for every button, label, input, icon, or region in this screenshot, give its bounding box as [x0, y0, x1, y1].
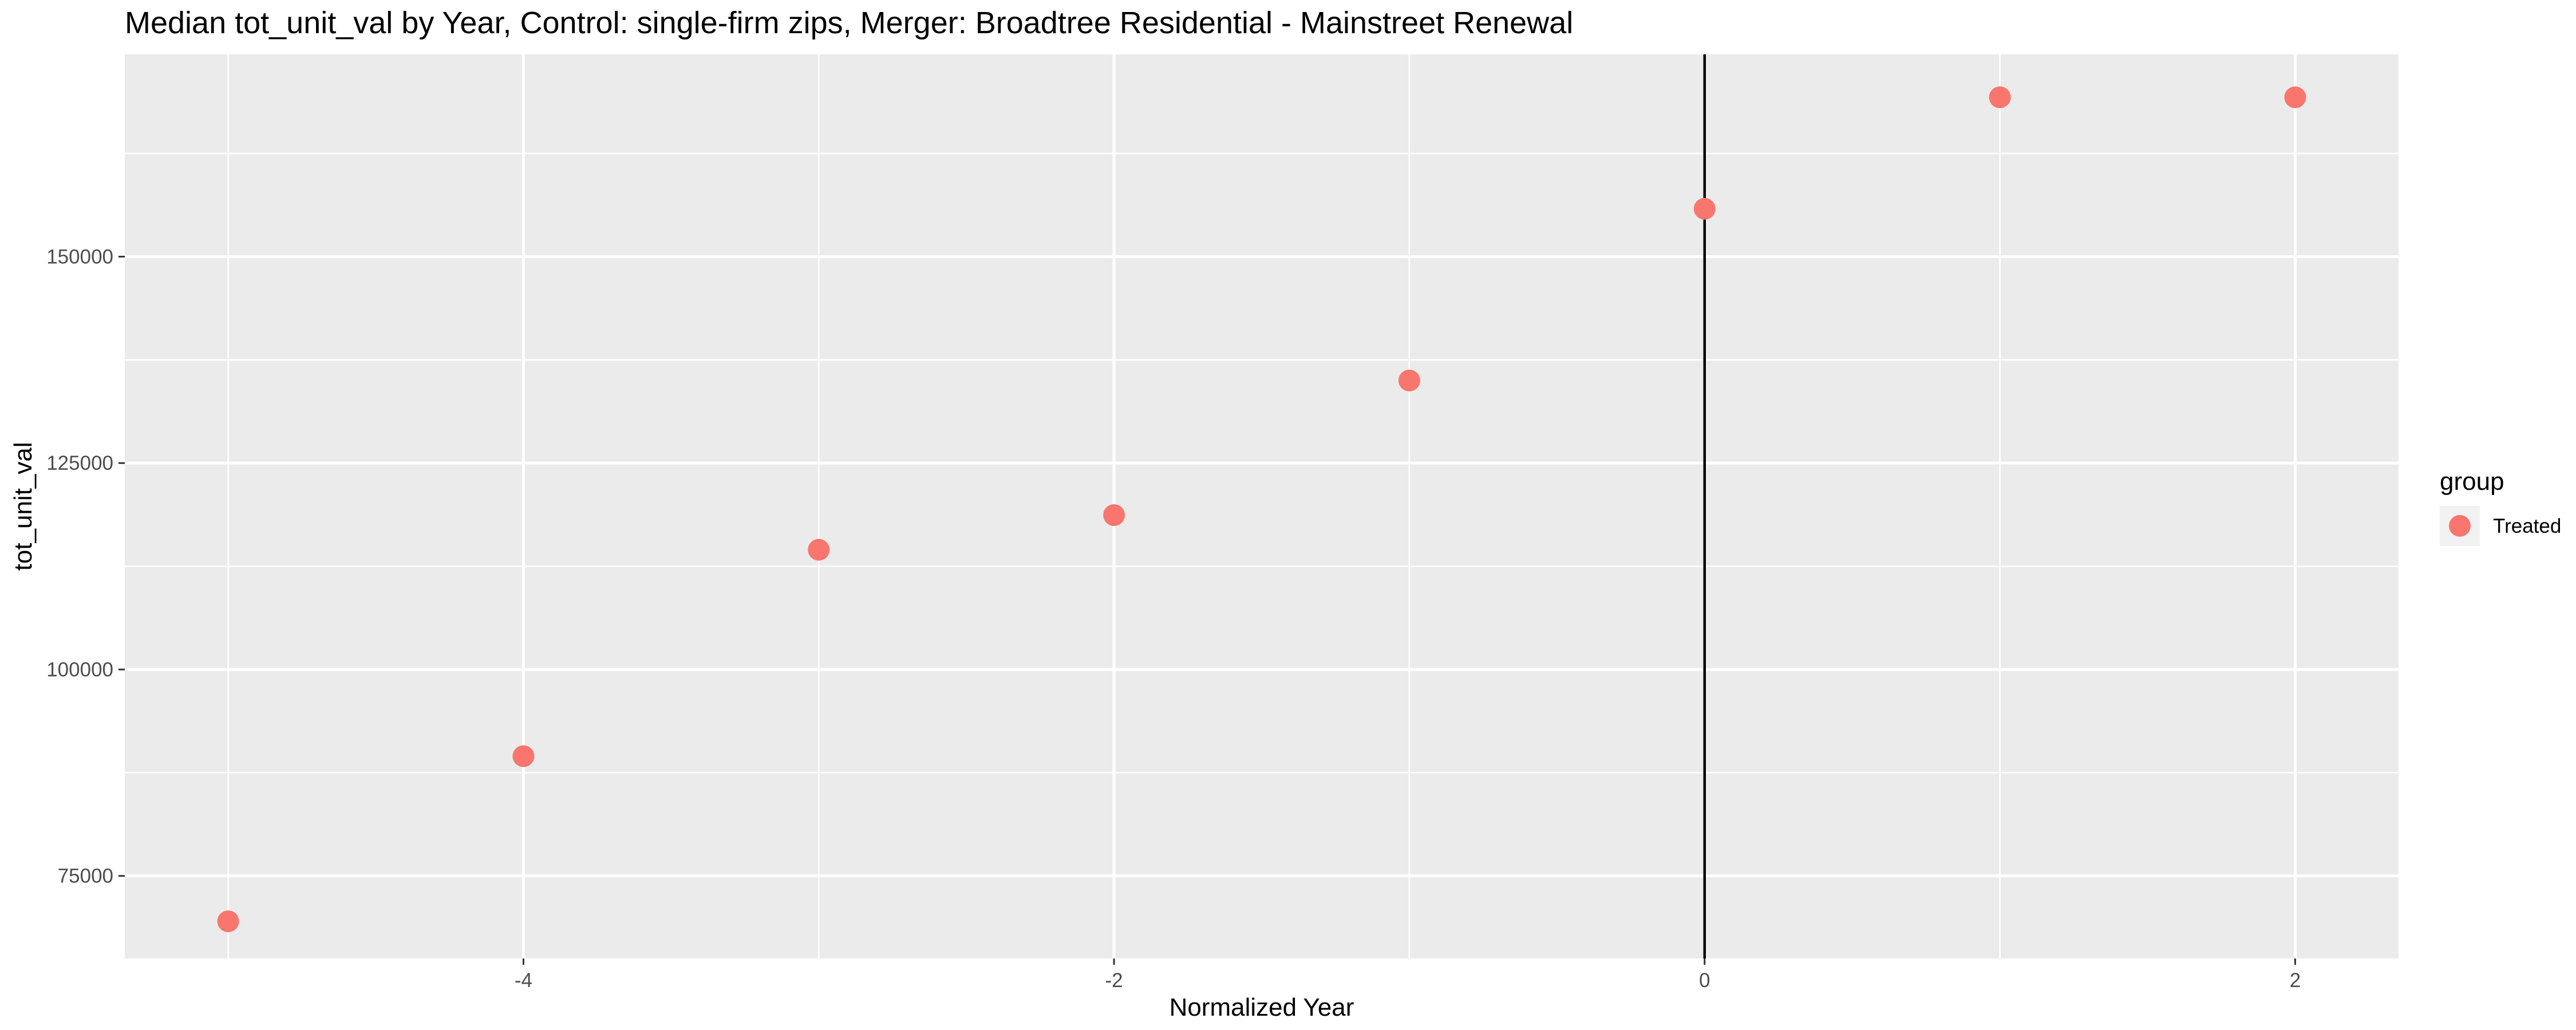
legend-key-point: [2449, 515, 2471, 537]
data-point: [512, 745, 535, 767]
legend-title: group: [2440, 468, 2504, 496]
x-tick-label: -2: [1105, 969, 1123, 992]
data-points: [217, 86, 2306, 933]
data-point: [1989, 86, 2011, 109]
minor-gridlines: [125, 54, 2399, 958]
data-point: [1693, 197, 1716, 220]
y-tick-label: 150000: [46, 246, 113, 268]
legend-label-treated: Treated: [2493, 515, 2561, 537]
x-axis-title: Normalized Year: [1170, 993, 1354, 1021]
y-tick-label: 125000: [46, 452, 113, 474]
data-point: [1398, 369, 1420, 391]
x-tick-label: -4: [515, 969, 532, 992]
y-tick-label: 75000: [58, 865, 113, 888]
y-axis-ticks: 75000 100000 125000 150000: [46, 246, 125, 888]
y-tick-label: 100000: [46, 659, 113, 681]
data-point: [2284, 86, 2306, 109]
x-axis-ticks: -4 -2 0 2: [515, 958, 2301, 992]
chart-title: Median tot_unit_val by Year, Control: si…: [125, 6, 1573, 40]
x-tick-label: 0: [1699, 969, 1710, 992]
data-point: [217, 910, 239, 933]
y-axis-title: tot_unit_val: [9, 442, 37, 571]
plot-panel: [125, 54, 2399, 958]
legend: group Treated: [2440, 468, 2561, 546]
data-point: [808, 538, 830, 561]
data-point: [1103, 504, 1125, 526]
x-tick-label: 2: [2290, 969, 2301, 992]
